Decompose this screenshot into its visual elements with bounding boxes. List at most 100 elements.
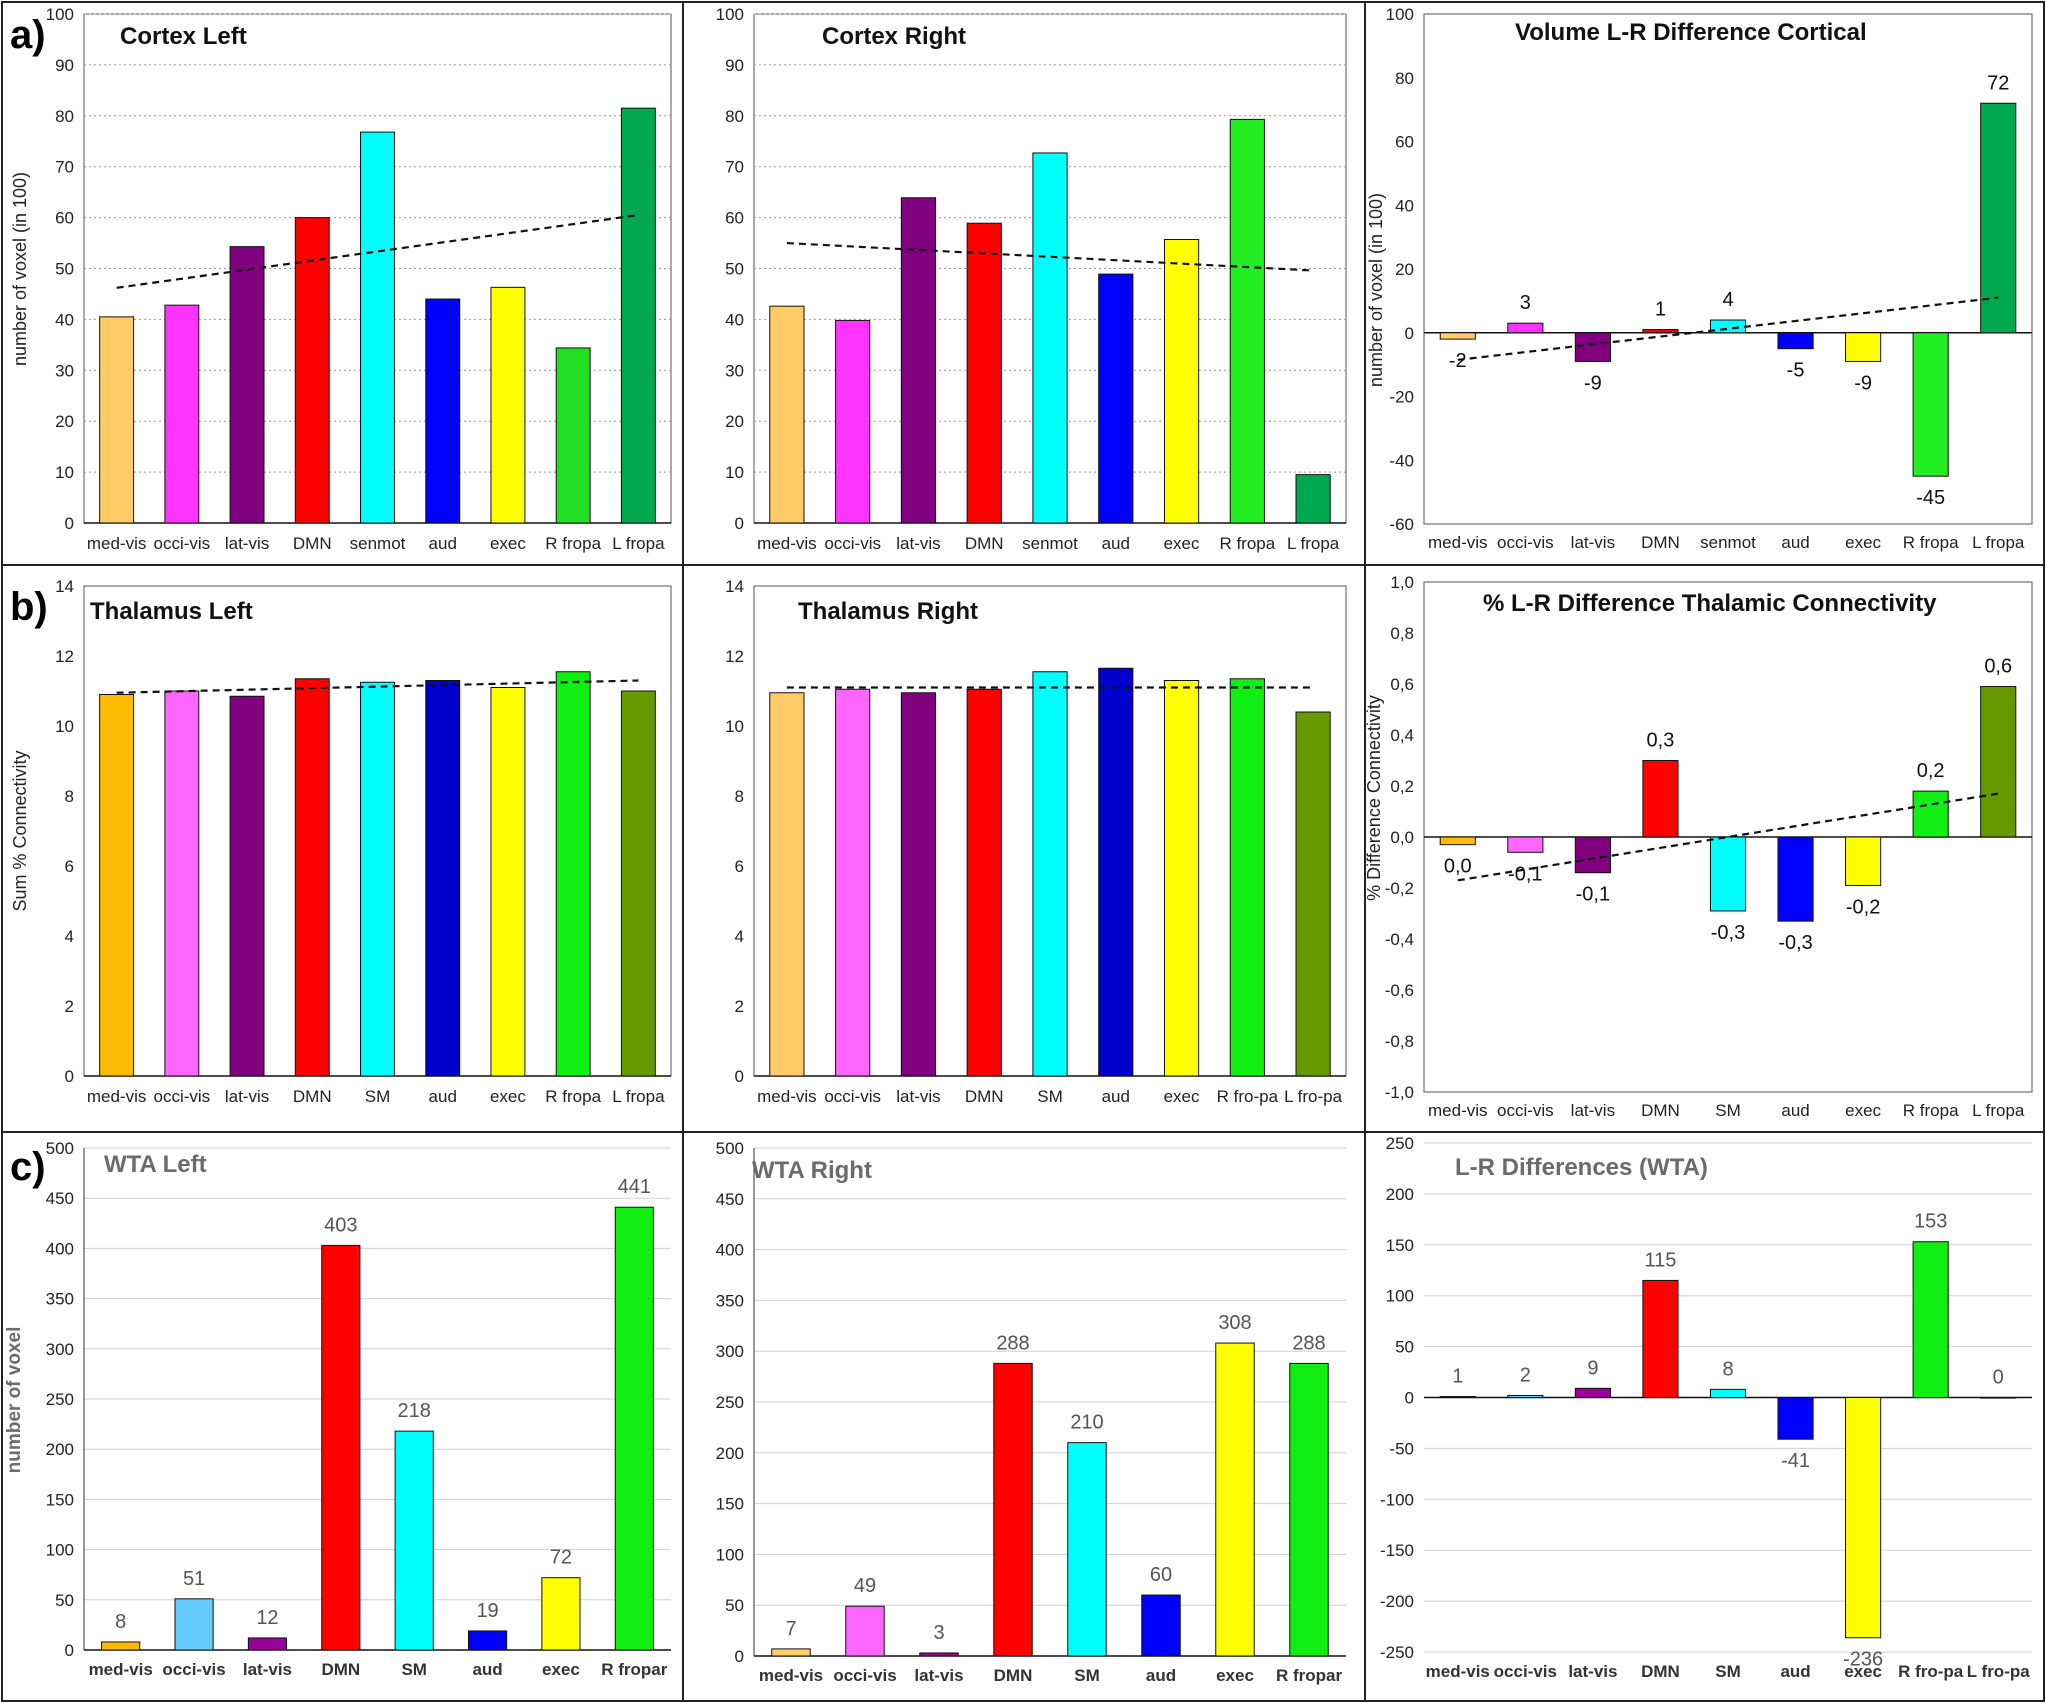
data-label: -2 [1449, 350, 1467, 372]
bar-med-vis [1439, 836, 1476, 846]
bar-senmot [360, 131, 395, 524]
chart-3: -60 -40 -20 0 20 40 60 80 100 -2 med-vis 3 occi-vis -… [1366, 5, 2033, 552]
y-tick-label: 350 [716, 1291, 744, 1310]
y-tick-label: 4 [735, 927, 744, 946]
data-label: 8 [115, 1611, 126, 1633]
y-tick-label: 100 [46, 1541, 74, 1560]
y-tick-label: 10 [55, 463, 74, 482]
data-label: 19 [476, 1600, 498, 1622]
data-label: 0,3 [1647, 730, 1675, 752]
data-label: 1 [1452, 1365, 1463, 1387]
x-tick-label: R fropa [545, 1087, 601, 1106]
data-label: 4 [1722, 289, 1733, 311]
chart-6: -1,0 -0,8 -0,6 -0,4 -0,2 0,0 0,2 0,4 0,6 0,8 1,0 0,… [1364, 573, 2033, 1120]
x-tick-label: occi-vis [1497, 533, 1554, 552]
x-tick-label: SM [1715, 1101, 1741, 1120]
data-label: 9 [1587, 1357, 1598, 1379]
y-tick-label: 0,0 [1390, 828, 1414, 847]
y-tick-label: 100 [716, 5, 744, 24]
bar-med-vis [771, 1648, 811, 1657]
y-tick-label: 60 [55, 209, 74, 228]
x-tick-label: DMN [1641, 533, 1680, 552]
x-tick-label: lat-vis [896, 1087, 940, 1106]
bar-exec [1845, 1397, 1882, 1639]
y-tick-label: 14 [55, 577, 74, 596]
y-tick-label: 500 [716, 1139, 744, 1158]
x-tick-label: SM [1037, 1087, 1063, 1106]
x-tick-label: R fropa [1903, 1101, 1959, 1120]
x-tick-label: occi-vis [833, 1666, 896, 1685]
y-tick-label: 6 [735, 857, 744, 876]
x-tick-label: med-vis [759, 1666, 823, 1685]
bar-l-fro-pa [1295, 711, 1331, 1077]
data-label: 12 [256, 1607, 278, 1629]
x-tick-label: L fropa [612, 1087, 665, 1106]
y-tick-label: 70 [55, 158, 74, 177]
bar-l-fropa [1980, 686, 2017, 838]
y-tick-label: 80 [725, 107, 744, 126]
y-tick-label: 50 [55, 260, 74, 279]
data-label: 308 [1218, 1312, 1251, 1334]
chart-title: % L-R Difference Thalamic Connectivity [1483, 590, 1937, 617]
chart-2: 0 10 20 30 40 50 60 70 80 90 100 med-vis occi-vis lat… [716, 5, 1347, 553]
x-tick-label: occi-vis [153, 534, 210, 553]
panel-label-b: b) [10, 585, 48, 629]
x-tick-label: DMN [965, 1087, 1004, 1106]
x-tick-label: L fro-pa [1967, 1662, 2031, 1681]
x-tick-label: occi-vis [162, 1660, 225, 1679]
panel-label-c: c) [10, 1145, 46, 1189]
x-tick-label: DMN [321, 1660, 360, 1679]
x-tick-label: occi-vis [1494, 1662, 1557, 1681]
y-tick-label: 50 [1395, 1338, 1414, 1357]
x-tick-label: aud [1781, 533, 1809, 552]
y-tick-label: -0,6 [1385, 981, 1414, 1000]
bar-lat-vis [229, 695, 265, 1077]
y-tick-label: 200 [716, 1444, 744, 1463]
x-tick-label: DMN [994, 1666, 1033, 1685]
y-tick-label: 6 [65, 857, 74, 876]
bar-occi-vis [1507, 322, 1544, 334]
x-tick-label: occi-vis [1497, 1101, 1554, 1120]
bar-l-fropa [620, 107, 656, 524]
x-tick-label: med-vis [757, 534, 817, 553]
data-label: -9 [1854, 372, 1872, 394]
data-label: -0,3 [1711, 922, 1745, 944]
trend-line [116, 679, 639, 694]
bar-dmn [1642, 329, 1679, 334]
data-label: 49 [854, 1575, 876, 1597]
x-tick-label: SM [1074, 1666, 1100, 1685]
data-label: 288 [996, 1332, 1029, 1354]
data-label: 441 [618, 1176, 651, 1198]
plot-area [1423, 13, 2033, 525]
data-label: -9 [1584, 372, 1602, 394]
y-tick-label: 200 [46, 1440, 74, 1459]
y-tick-label: 250 [716, 1393, 744, 1412]
data-label: -45 [1916, 487, 1945, 509]
y-tick-label: -40 [1389, 451, 1414, 470]
y-tick-label: 0 [735, 514, 744, 533]
panel-frame [1364, 1, 2045, 566]
y-tick-label: 350 [46, 1290, 74, 1309]
bar-med-vis [99, 694, 135, 1077]
x-tick-label: R fropar [601, 1660, 668, 1679]
y-tick-label: 8 [735, 787, 744, 806]
y-tick-label: 0,2 [1390, 777, 1414, 796]
bar-sm [1032, 671, 1068, 1077]
x-tick-label: lat-vis [243, 1660, 292, 1679]
panel-label-a: a) [10, 13, 46, 57]
x-tick-label: exec [1845, 533, 1881, 552]
bar-l-fropa [620, 690, 656, 1077]
x-tick-label: exec [490, 1087, 526, 1106]
x-tick-label: R fropar [1276, 1666, 1343, 1685]
y-tick-label: 0 [735, 1647, 744, 1666]
x-tick-label: SM [1715, 1662, 1741, 1681]
x-tick-label: lat-vis [225, 1087, 269, 1106]
data-label: 2 [1520, 1364, 1531, 1386]
bar-r-fropa [1912, 332, 1949, 477]
bar-aud [1141, 1594, 1181, 1657]
data-label: -5 [1787, 360, 1805, 382]
bar-aud [1098, 273, 1134, 524]
bar-exec [490, 286, 526, 524]
x-tick-label: lat-vis [225, 534, 269, 553]
x-tick-label: aud [1102, 534, 1130, 553]
